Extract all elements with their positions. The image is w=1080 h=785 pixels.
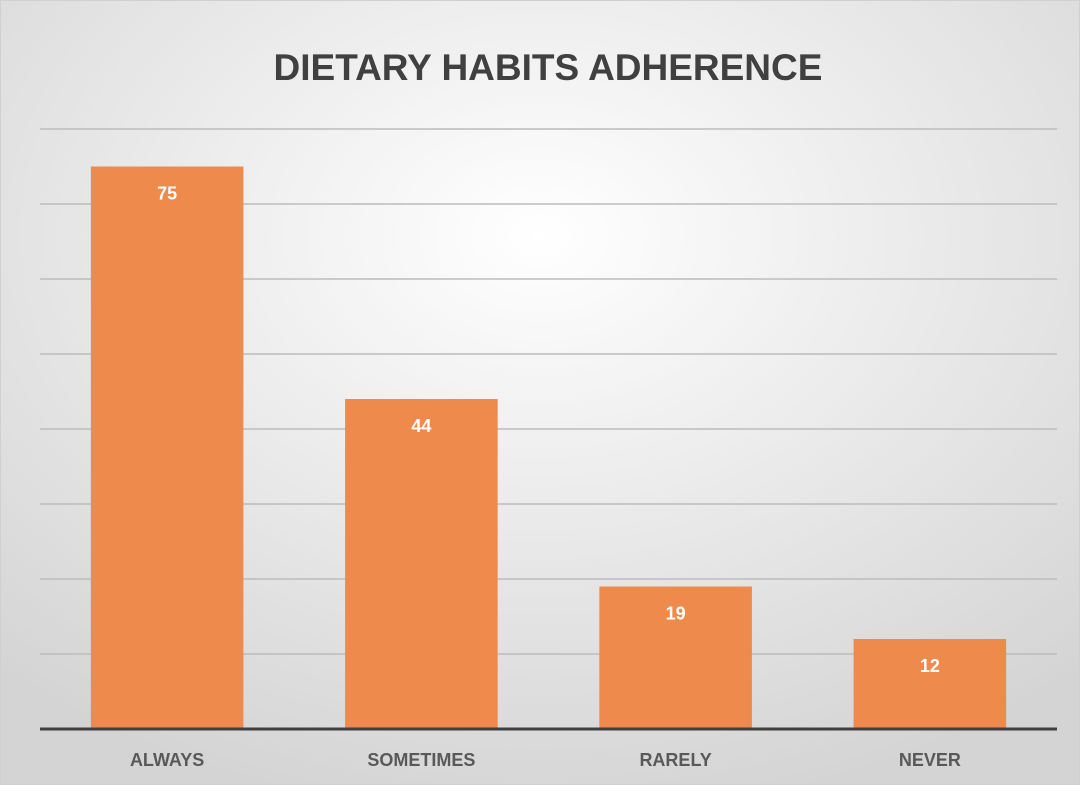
x-tick-label: NEVER xyxy=(899,750,961,770)
chart-title: DIETARY HABITS ADHERENCE xyxy=(274,47,823,88)
data-label: 19 xyxy=(666,603,686,623)
x-tick-label: RARELY xyxy=(639,750,711,770)
bar xyxy=(90,166,244,729)
x-tick-label: ALWAYS xyxy=(130,750,204,770)
bar xyxy=(345,399,498,729)
data-label: 75 xyxy=(157,183,177,203)
data-label: 44 xyxy=(411,416,431,436)
bar xyxy=(599,586,752,729)
x-tick-label: SOMETIMES xyxy=(367,750,475,770)
bar xyxy=(853,639,1007,729)
data-label: 12 xyxy=(920,656,940,676)
